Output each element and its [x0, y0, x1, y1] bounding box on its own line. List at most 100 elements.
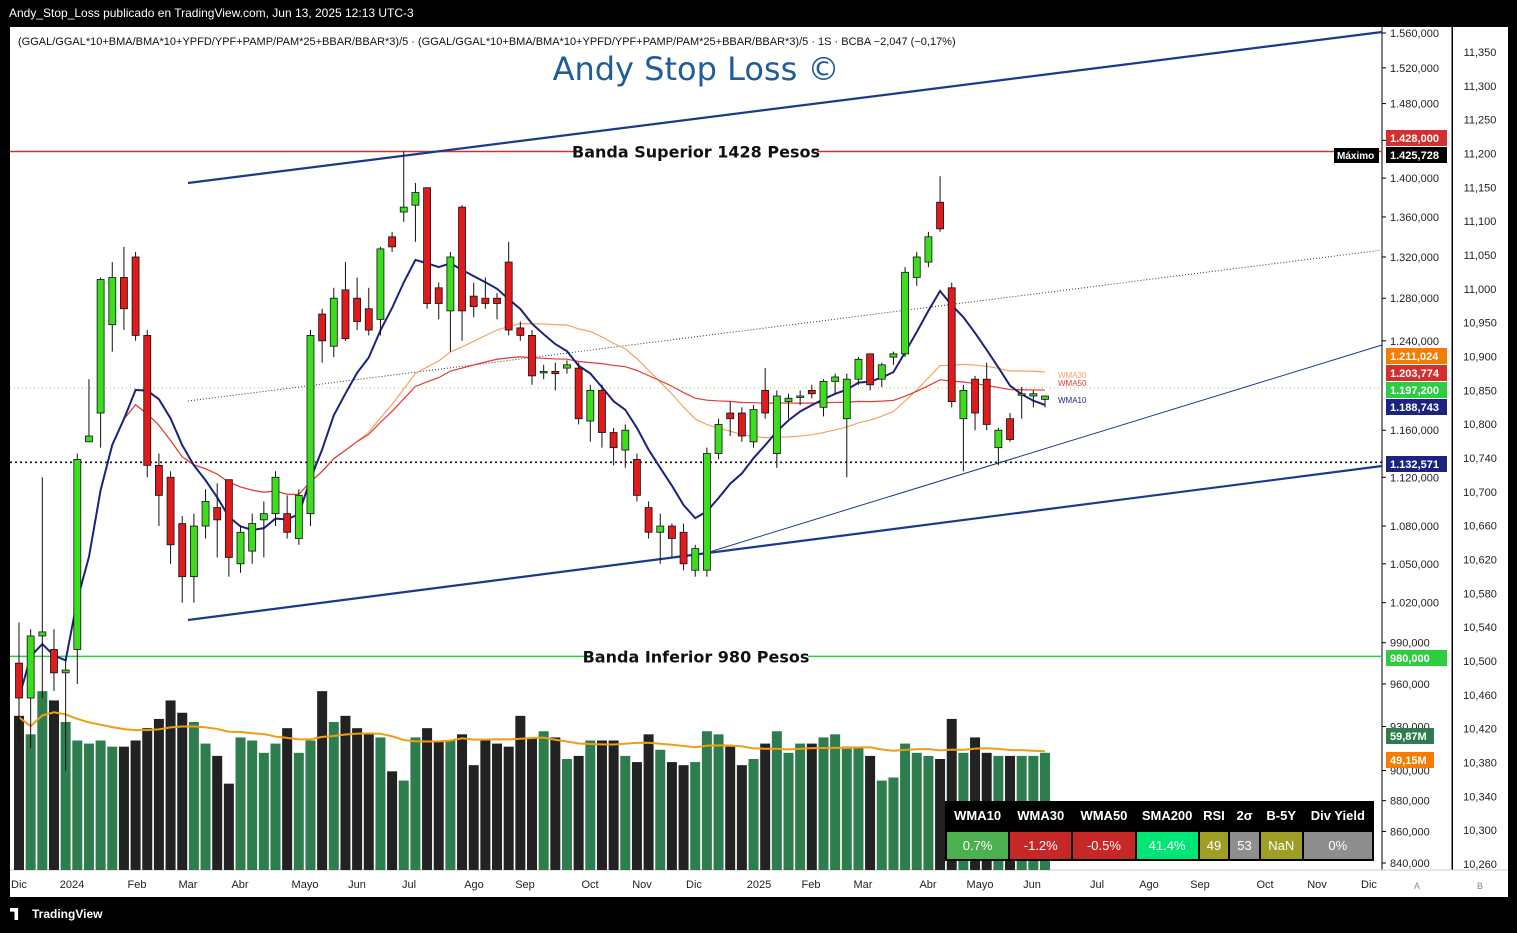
price-chart[interactable]: 1.560,0001.520,0001.480,0001.440,0001.40… [0, 27, 1517, 897]
candle [877, 364, 886, 380]
price-label-bg [1386, 382, 1447, 398]
channel-upper-line [187, 30, 1383, 185]
volume-bar [608, 740, 619, 870]
y2-tick-label: 10,500 [1463, 656, 1497, 668]
y2-tick-label: 10,660 [1463, 521, 1497, 533]
support-trend-line [705, 344, 1383, 554]
candle [761, 389, 770, 414]
candle [364, 308, 373, 331]
volume-bar [95, 740, 106, 870]
y-tick-label: 1.160,000 [1390, 425, 1439, 437]
price-label-bg [1386, 399, 1447, 415]
y-tick-label: 1.020,000 [1390, 598, 1439, 610]
tradingview-logo[interactable]: TradingView [10, 907, 102, 921]
candle [749, 409, 758, 443]
candle [26, 635, 35, 699]
x-tick-label: Ago [1139, 879, 1159, 891]
volume-bar [270, 743, 281, 870]
volume-bar [690, 762, 701, 870]
x-tick-label: Jul [1090, 879, 1104, 891]
table-header: WMA30 [1017, 807, 1065, 823]
candle [574, 367, 583, 420]
price-label: 1.188,743 [1390, 402, 1439, 414]
candle [213, 507, 222, 521]
candle [178, 523, 187, 578]
candle [936, 201, 944, 230]
wma50-label: WMA50 [1058, 379, 1087, 388]
candle [294, 494, 303, 539]
candle [737, 412, 746, 437]
volume-bar [841, 746, 852, 870]
candle [73, 459, 82, 650]
candle [224, 479, 233, 558]
table-cell: -0.5% [1071, 829, 1137, 861]
price-label-bg [1386, 456, 1447, 472]
channel-lower-line [187, 464, 1383, 622]
candle [353, 297, 362, 322]
volume-bar [282, 728, 293, 870]
candle [959, 389, 968, 420]
x-tick-label: Abr [231, 879, 248, 891]
x-tick-label: Sep [515, 879, 535, 891]
y2-tick-label: 10,380 [1463, 758, 1497, 770]
candle [831, 376, 840, 382]
volume-bar [515, 715, 526, 870]
volume-bar [14, 715, 24, 870]
candle [399, 206, 408, 213]
table-cell: NaN [1258, 829, 1304, 861]
volume-bar [911, 752, 922, 870]
candle [201, 501, 210, 527]
wma50-line [111, 356, 1046, 495]
table-header: Div Yield [1310, 807, 1365, 823]
volume-bar [783, 752, 794, 870]
x-tick-label: Oct [1256, 879, 1273, 891]
candle [108, 277, 117, 326]
volume-bar [25, 734, 36, 870]
candle [96, 279, 105, 414]
candle [1006, 418, 1014, 440]
candle [1029, 393, 1038, 397]
maximo-label: Máximo [1337, 151, 1374, 162]
y2-tick-label: 10,900 [1463, 352, 1497, 364]
volume-bar [410, 737, 421, 870]
candle [889, 353, 898, 358]
candle [702, 453, 711, 571]
candle [189, 525, 198, 578]
price-label: 1.197,200 [1390, 385, 1439, 397]
x-tick-label: Mar [854, 879, 873, 891]
x-tick-label: Jun [348, 879, 366, 891]
volume-bar [433, 740, 444, 870]
price-label-bg [1386, 130, 1447, 146]
volume-bar [748, 759, 759, 870]
x-tick-label: Mar [179, 879, 198, 891]
price-label-bg [1386, 650, 1447, 666]
price-label: 1.425,728 [1390, 150, 1439, 162]
volume-bar [83, 743, 94, 870]
volume-bar [328, 722, 339, 870]
volume-bar [865, 755, 876, 870]
volume-bar [247, 740, 258, 870]
volume-bar [235, 737, 246, 870]
plot-area [10, 27, 1382, 870]
upper-band-bg [577, 140, 817, 163]
volume-bar [596, 740, 607, 870]
volume-bar [561, 759, 572, 870]
volume-bar [130, 740, 141, 870]
y-tick-label: 990,000 [1390, 638, 1430, 650]
x-tick-label: Jul [402, 879, 416, 891]
candle [271, 476, 280, 515]
price-label-bg [1386, 348, 1447, 364]
x-tick-label: Feb [802, 879, 821, 891]
x-tick-label: Nov [632, 879, 652, 891]
y-tick-label: 1.520,000 [1390, 63, 1439, 75]
price-label: 49,15M [1390, 755, 1427, 767]
candle [236, 531, 245, 565]
candle [341, 289, 350, 340]
table-cell: -1.2% [1008, 829, 1074, 861]
x-tick-label: Ago [464, 879, 484, 891]
price-label-bg [1386, 365, 1447, 381]
candle [854, 358, 863, 380]
volume-bar [212, 755, 223, 870]
candle [306, 335, 315, 515]
volume-bar [760, 743, 771, 870]
